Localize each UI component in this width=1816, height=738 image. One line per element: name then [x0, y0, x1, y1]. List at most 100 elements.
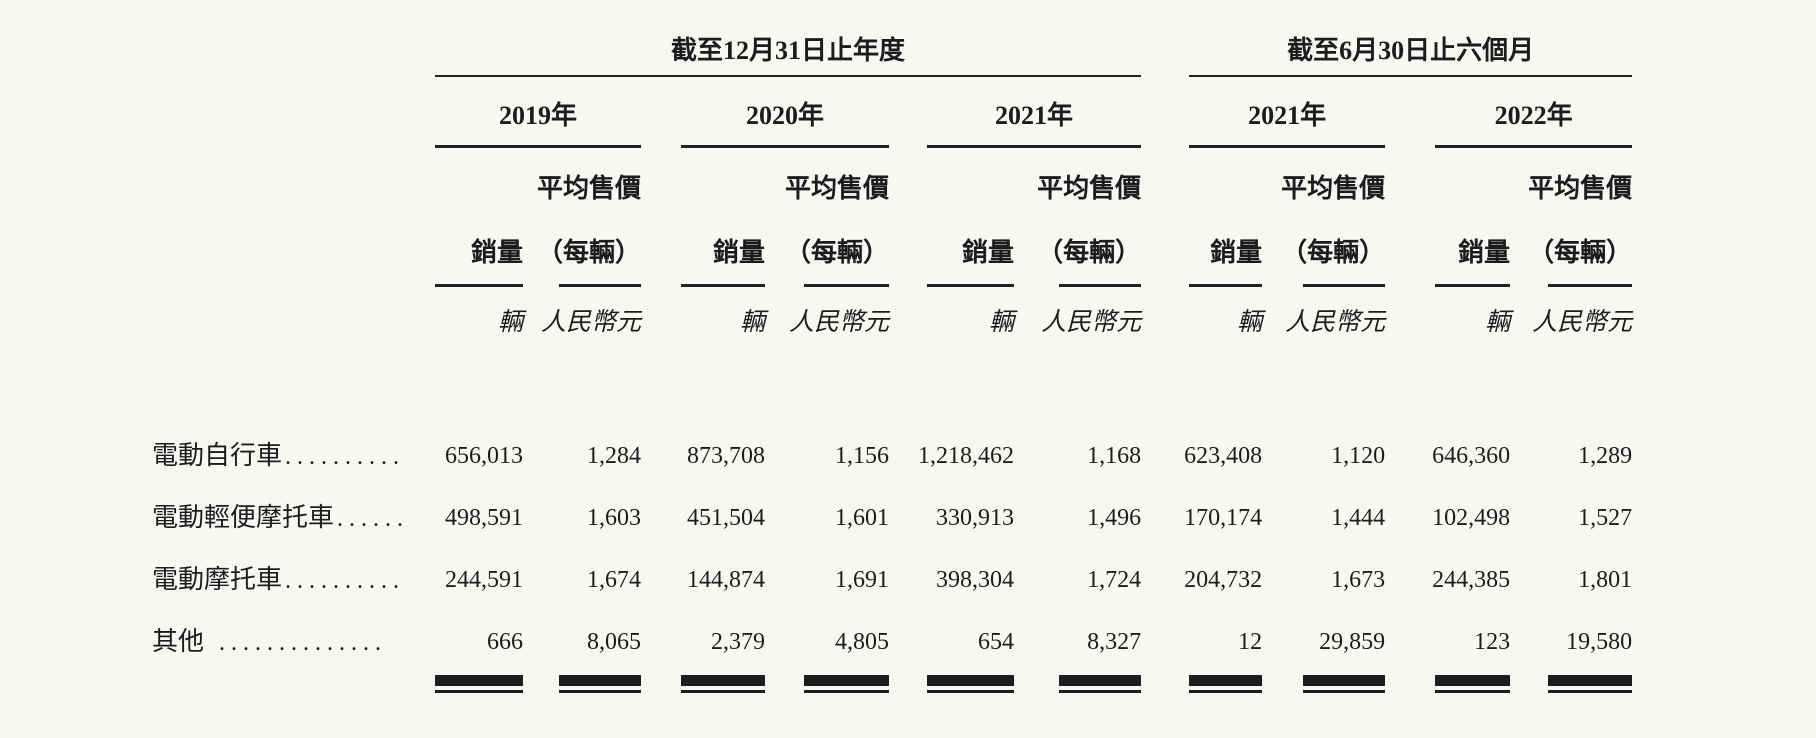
table-row-others: 其他 .............. 666 8,065 2,379 4,805 … — [152, 611, 1632, 673]
asp-header: 平均售價 — [1037, 173, 1142, 203]
per-unit-header: （每輛） — [1037, 203, 1142, 287]
volume-header: 銷量 — [435, 203, 523, 287]
cell-asp: 19,580 — [1566, 628, 1633, 655]
year-header-row: 2019年 2020年 2021年 2021年 2022年 — [152, 75, 1633, 148]
cell-volume: 666 — [487, 628, 523, 655]
group-gap — [1141, 28, 1189, 76]
cell-asp: 1,156 — [835, 442, 889, 469]
cell-asp: 8,065 — [587, 628, 641, 655]
cell-asp: 1,120 — [1331, 442, 1386, 469]
column-header-row: 銷量 （每輛） 銷量 （每輛） 銷量 （每輛） 銷量 （每輛） 銷量 （每輛） — [152, 203, 1633, 287]
cell-volume: 244,385 — [1432, 566, 1511, 593]
dot-leader: ...... — [337, 506, 410, 533]
row-label: 電動輕便摩托車...... — [152, 503, 410, 533]
cell-asp: 1,168 — [1087, 442, 1142, 469]
cell-volume: 2,379 — [711, 628, 765, 655]
asp-header: 平均售價 — [1528, 173, 1633, 203]
asp-header: 平均售價 — [1281, 173, 1386, 203]
cell-volume: 144,874 — [687, 566, 765, 593]
cell-asp: 1,724 — [1087, 566, 1142, 593]
volume-header: 銷量 — [1435, 203, 1511, 287]
units-row: 輛 人民幣元 輛 人民幣元 輛 人民幣元 輛 人民幣元 輛 人民幣元 — [152, 285, 1632, 337]
cell-asp: 1,284 — [587, 442, 641, 469]
double-rule-row — [152, 673, 1633, 694]
double-rule — [927, 675, 1014, 694]
unit-rmb: 人民幣元 — [788, 308, 889, 336]
cell-asp: 1,601 — [835, 504, 889, 531]
volume-header: 銷量 — [927, 203, 1014, 287]
cell-volume: 451,504 — [687, 504, 765, 531]
unit-vehicles: 輛 — [739, 308, 765, 336]
group-title-annual-text: 截至12月31日止年度 — [671, 36, 906, 65]
cell-volume: 1,218,462 — [918, 442, 1014, 469]
double-rule — [435, 675, 523, 694]
double-rule — [1059, 675, 1142, 694]
double-rule — [1189, 675, 1263, 694]
dot-leader: .......... — [285, 568, 406, 595]
cell-asp: 1,691 — [835, 566, 889, 593]
cell-volume: 623,408 — [1184, 442, 1263, 469]
cell-volume: 123 — [1474, 628, 1511, 655]
group-title-interim-text: 截至6月30日止六個月 — [1287, 36, 1535, 65]
table-row-electric-mopeds: 電動輕便摩托車...... 498,591 1,603 451,504 1,60… — [152, 487, 1632, 549]
cell-volume: 204,732 — [1184, 566, 1263, 593]
cell-asp: 1,444 — [1331, 504, 1386, 531]
cell-volume: 102,498 — [1432, 504, 1511, 531]
cell-asp: 1,527 — [1578, 504, 1633, 531]
row-label: 電動摩托車.......... — [152, 565, 406, 595]
asp-header-line1-row: 平均售價 平均售價 平均售價 平均售價 平均售價 — [152, 146, 1632, 203]
unit-vehicles: 輛 — [497, 308, 523, 336]
double-rule — [1435, 675, 1511, 694]
group-title-annual: 截至12月31日止年度 — [435, 28, 1142, 77]
cell-volume: 873,708 — [687, 442, 765, 469]
double-rule — [804, 675, 889, 694]
cell-volume: 654 — [978, 628, 1014, 655]
cell-asp: 29,859 — [1319, 628, 1386, 655]
row-label: 其他 .............. — [152, 627, 388, 657]
double-rule — [681, 675, 765, 694]
cell-asp: 1,801 — [1578, 566, 1633, 593]
year-2020: 2020年 — [681, 75, 889, 148]
unit-rmb: 人民幣元 — [1532, 308, 1633, 336]
cell-volume: 656,013 — [445, 442, 523, 469]
year-2022-interim: 2022年 — [1435, 75, 1633, 148]
asp-header: 平均售價 — [536, 173, 641, 203]
table-row-electric-motorcycles: 電動摩托車.......... 244,591 1,674 144,874 1,… — [152, 549, 1632, 611]
cell-volume: 330,913 — [936, 504, 1014, 531]
cell-volume: 398,304 — [936, 566, 1014, 593]
cell-volume: 498,591 — [445, 504, 523, 531]
volume-header: 銷量 — [681, 203, 765, 287]
cell-volume: 244,591 — [445, 566, 523, 593]
spacer-row — [152, 337, 1632, 425]
dot-leader: .............. — [207, 630, 388, 657]
cell-asp: 8,327 — [1087, 628, 1142, 655]
unit-rmb: 人民幣元 — [540, 308, 641, 336]
dot-leader: .......... — [285, 444, 406, 471]
row-label: 電動自行車.......... — [152, 441, 406, 471]
per-unit-header: （每輛） — [1528, 203, 1633, 287]
per-unit-header: （每輛） — [537, 203, 641, 287]
per-unit-header: （每輛） — [1281, 203, 1386, 287]
double-rule — [1303, 675, 1386, 694]
label-col-spacer — [152, 28, 435, 76]
year-2021: 2021年 — [927, 75, 1142, 148]
unit-vehicles: 輛 — [988, 308, 1014, 336]
unit-vehicles: 輛 — [1485, 308, 1511, 336]
year-2019: 2019年 — [435, 75, 641, 148]
per-unit-header: （每輛） — [785, 203, 889, 287]
cell-asp: 4,805 — [835, 628, 889, 655]
cell-asp: 1,496 — [1087, 504, 1142, 531]
cell-volume: 12 — [1238, 628, 1263, 655]
cell-asp: 1,674 — [587, 566, 641, 593]
year-2021-interim: 2021年 — [1189, 75, 1386, 148]
unit-vehicles: 輛 — [1237, 308, 1263, 336]
double-rule — [559, 675, 641, 694]
cell-volume: 170,174 — [1184, 504, 1263, 531]
asp-header: 平均售價 — [784, 173, 889, 203]
cell-asp: 1,603 — [587, 504, 641, 531]
period-group-row: 截至12月31日止年度 截至6月30日止六個月 — [152, 28, 1633, 77]
cell-volume: 646,360 — [1432, 442, 1511, 469]
cell-asp: 1,289 — [1578, 442, 1633, 469]
document-page: 截至12月31日止年度 截至6月30日止六個月 2019年 2020年 2021… — [152, 28, 1633, 694]
unit-rmb: 人民幣元 — [1285, 308, 1386, 336]
